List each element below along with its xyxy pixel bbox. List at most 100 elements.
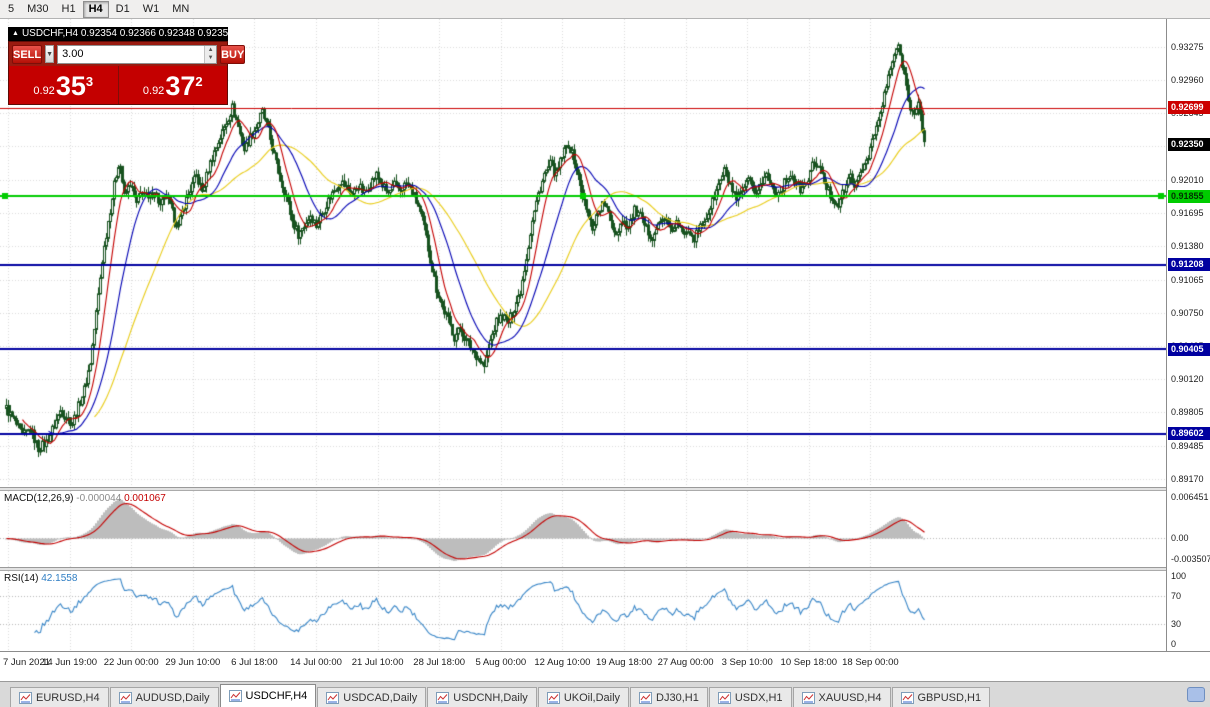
macd-canvas[interactable] xyxy=(0,491,1166,567)
sell-button[interactable]: SELL xyxy=(12,44,43,64)
chart-tab-icon xyxy=(228,690,242,702)
ohlc-info-strip: ▲ USDCHF,H4 0.92354 0.92366 0.92348 0.923… xyxy=(8,27,234,41)
timeframe-button-m30[interactable]: M30 xyxy=(27,2,49,15)
trade-panel-prices: 0.92 35 3 0.92 37 2 xyxy=(9,66,227,104)
price-axis-label: 0.89485 xyxy=(1171,440,1204,451)
time-axis-label: 14 Jun 19:00 xyxy=(42,657,98,668)
time-axis-label: 28 Jul 18:00 xyxy=(413,657,466,668)
sell-price-display[interactable]: 0.92 35 3 xyxy=(9,66,119,104)
chart-tab-usdcnh-daily[interactable]: USDCNH,Daily xyxy=(427,687,537,707)
price-axis-label: 0.91695 xyxy=(1171,208,1204,219)
chart-tab-label: GBPUSD,H1 xyxy=(917,691,982,704)
rsi-axis-label: 70 xyxy=(1171,591,1182,602)
time-axis-label: 7 Jun 2021 xyxy=(3,657,51,668)
hline-price-tag: 0.91208 xyxy=(1168,258,1210,272)
chart-tab-usdx-h1[interactable]: USDX,H1 xyxy=(708,687,792,707)
sell-price-pips: 35 xyxy=(55,71,86,101)
chart-tab-icon xyxy=(546,691,560,704)
timeframe-button-5[interactable]: 5 xyxy=(8,2,15,15)
time-axis-label: 3 Sep 10:00 xyxy=(721,657,773,668)
time-axis[interactable]: 7 Jun 2021 14 Jun 19:00 22 Jun 00:00 29 Jun… xyxy=(0,651,1210,681)
sell-price-pipette: 3 xyxy=(85,74,94,89)
chart-tab-usdchf-h4[interactable]: USDCHF,H4 xyxy=(219,684,317,707)
chart-tab-label: USDCAD,Daily xyxy=(343,691,418,704)
volume-spinner: ▲ ▼ xyxy=(204,45,217,63)
price-axis-label: 0.92010 xyxy=(1171,175,1204,186)
macd-axis-label: 0.00 xyxy=(1171,532,1189,543)
chart-tab-label: AUDUSD,Daily xyxy=(135,691,210,704)
chart-tab-icon xyxy=(118,691,132,704)
chart-tab-ukoil-daily[interactable]: UKOil,Daily xyxy=(537,687,630,707)
time-axis-label: 19 Aug 18:00 xyxy=(596,657,652,668)
trade-panel-controls: SELL ▼ ▲ ▼ BUY xyxy=(9,42,246,66)
chart-tab-bar: EURUSD,H4 AUDUSD,Daily USDCHF,H4 USDCAD,Dai… xyxy=(0,681,1210,707)
rsi-panel: RSI(14) 42.1558 xyxy=(0,571,1166,651)
macd-signal-value: 0.001067 xyxy=(124,493,166,504)
macd-panel: MACD(12,26,9) -0.000044 0.001067 xyxy=(0,491,1166,567)
timeframe-button-h4[interactable]: H4 xyxy=(82,0,109,18)
rsi-legend: RSI(14) 42.1558 xyxy=(4,573,77,584)
rsi-name: RSI(14) xyxy=(4,573,39,584)
macd-axis-label: 0.006451 xyxy=(1171,492,1209,502)
chart-tab-label: EURUSD,H4 xyxy=(36,691,100,704)
tab-scrollbar-thumb[interactable] xyxy=(1187,687,1205,702)
time-axis-label: 18 Sep 00:00 xyxy=(842,657,899,668)
chart-tab-icon xyxy=(801,691,815,704)
macd-main-value: -0.000044 xyxy=(76,493,122,504)
volume-spin-up-icon[interactable]: ▲ xyxy=(205,45,217,54)
price-axis-label: 0.91065 xyxy=(1171,274,1204,285)
rsi-axis-label: 30 xyxy=(1171,618,1182,629)
price-axis-label: 0.89170 xyxy=(1171,474,1204,484)
buy-button[interactable]: BUY xyxy=(220,44,246,64)
price-axis-label: 0.89805 xyxy=(1171,407,1204,418)
rsi-value: 42.1558 xyxy=(41,573,78,584)
time-axis-label: 27 Aug 00:00 xyxy=(657,657,714,668)
macd-axis-label: -0.003507 xyxy=(1171,554,1210,564)
time-axis-label: 21 Jul 10:00 xyxy=(351,657,404,668)
chart-tab-label: USDCHF,H4 xyxy=(245,690,308,702)
chart-tab-label: XAUUSD,H4 xyxy=(818,691,882,704)
timeframe-button-w1[interactable]: W1 xyxy=(142,2,160,15)
buy-price-pips: 37 xyxy=(165,71,196,101)
panel-splitter[interactable] xyxy=(0,567,1210,571)
volume-input[interactable] xyxy=(58,45,205,63)
timeframe-button-d1[interactable]: D1 xyxy=(115,2,130,15)
volume-dropdown-button[interactable]: ▼ xyxy=(45,45,55,63)
ohlc-text: USDCHF,H4 0.92354 0.92366 0.92348 0.9235… xyxy=(21,28,234,39)
chart-tab-dj30-h1[interactable]: DJ30,H1 xyxy=(630,687,708,707)
price-axis-label: 0.91380 xyxy=(1171,241,1204,252)
chart-tab-label: USDCNH,Daily xyxy=(453,691,528,704)
volume-spin-down-icon[interactable]: ▼ xyxy=(205,54,217,63)
timeframe-toolbar: 5 M30 H1 H4 D1 W1 MN xyxy=(0,0,1210,19)
chart-tab-xauusd-h4[interactable]: XAUUSD,H4 xyxy=(792,687,891,707)
macd-name: MACD(12,26,9) xyxy=(4,493,74,504)
hline-price-tag: 0.90405 xyxy=(1168,342,1210,356)
time-axis-label: 5 Aug 00:00 xyxy=(475,657,527,668)
time-axis-label: 6 Jul 18:00 xyxy=(231,657,278,668)
chart-tab-audusd-daily[interactable]: AUDUSD,Daily xyxy=(109,687,219,707)
current-price-tag: 0.92350 xyxy=(1168,137,1210,151)
buy-price-pipette: 2 xyxy=(195,74,203,89)
collapse-panel-icon[interactable]: ▲ xyxy=(12,30,19,37)
hline-price-tag: 0.91855 xyxy=(1168,189,1210,203)
chart-tab-icon xyxy=(717,691,731,704)
chart-tab-gbpusd-h1[interactable]: GBPUSD,H1 xyxy=(891,687,991,707)
chart-tab-usdcad-daily[interactable]: USDCAD,Daily xyxy=(317,687,427,707)
macd-legend: MACD(12,26,9) -0.000044 0.001067 xyxy=(4,493,166,504)
sell-price-prefix: 0.92 xyxy=(33,85,55,97)
chart-tab-icon xyxy=(436,691,450,704)
rsi-canvas[interactable] xyxy=(0,571,1166,651)
buy-price-prefix: 0.92 xyxy=(142,85,165,97)
chart-tab-icon xyxy=(900,691,914,704)
buy-price-display[interactable]: 0.92 37 2 xyxy=(119,66,228,104)
price-axis-label: 0.92960 xyxy=(1171,75,1204,86)
timeframe-button-h1[interactable]: H1 xyxy=(61,2,76,15)
price-axis-label: 0.90750 xyxy=(1171,307,1204,318)
timeframe-button-mn[interactable]: MN xyxy=(172,2,190,15)
chart-tab-eurusd-h4[interactable]: EURUSD,H4 xyxy=(10,687,109,707)
price-axis[interactable]: 0.932750.929600.926450.923300.920100.916… xyxy=(1166,19,1210,651)
time-axis-label: 29 Jun 10:00 xyxy=(165,657,221,668)
panel-splitter[interactable] xyxy=(0,487,1210,491)
chart-tab-label: UKOil,Daily xyxy=(563,691,621,704)
